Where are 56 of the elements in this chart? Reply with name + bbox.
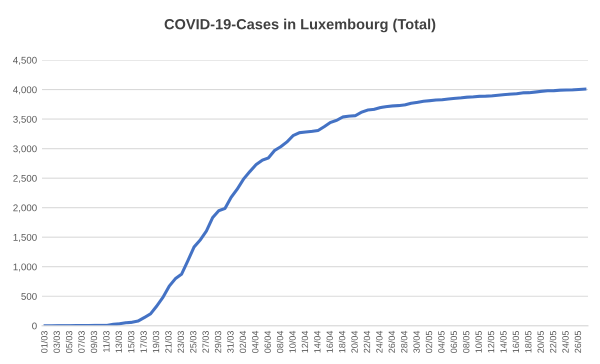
y-tick-label: 1,500 [14,234,37,242]
y-tick-label: 1,000 [14,263,37,272]
x-tick-label: 24/05 [562,331,569,353]
line-series [44,88,586,326]
x-tick-label: 26/05 [574,331,582,353]
x-tick-label: 10/04 [289,330,296,353]
x-tick-label: 05/03 [66,331,72,353]
y-tick-label: 0 [32,322,37,330]
x-tick-label: 20/05 [537,331,544,353]
x-tick-label: 01/03 [40,331,48,353]
x-tick-label: 20/04 [351,330,358,353]
x-tick-label: 28/04 [400,330,408,353]
x-tick-label: 08/05 [462,331,470,353]
x-tick-label: 10/05 [475,331,482,353]
x-tick-label: 19/03 [152,331,160,353]
x-tick-label: 18/05 [524,331,532,353]
x-tick-label: 25/03 [190,331,196,353]
x-tick-label: 17/03 [140,331,147,353]
x-tick-label: 29/03 [214,331,222,353]
x-tick-label: 12/05 [488,331,494,353]
x-tick-label: 13/03 [115,331,122,353]
x-tick-label: 11/03 [102,331,110,352]
x-tick-label: 15/03 [128,331,134,353]
x-tick-label: 22/05 [550,331,556,353]
x-tick-label: 14/04 [314,330,321,353]
y-tick-label: 500 [21,292,37,300]
x-tick-label: 09/03 [90,331,98,353]
x-tick-label: 03/03 [53,331,60,353]
x-tick-label: 02/05 [426,331,432,353]
x-tick-label: 12/04 [301,330,308,353]
x-tick-label: 14/05 [500,331,507,353]
x-tick-label: 04/05 [438,331,445,353]
x-tick-label: 31/03 [227,331,234,353]
y-tick-label: 4,500 [13,56,37,65]
y-tick-label: 3,500 [13,116,37,124]
x-tick-label: 02/04 [239,330,246,353]
x-tick-label: 16/04 [326,330,333,353]
x-tick-label: 18/04 [338,330,346,353]
x-tick-label: 27/03 [202,331,209,353]
x-tick-label: 22/04 [364,330,370,353]
x-tick-label: 30/04 [413,330,420,353]
x-tick-label: 26/04 [388,330,395,353]
x-tick-label: 24/04 [376,330,383,353]
x-tick-label: 08/04 [276,330,284,353]
x-tick-label: 21/03 [164,331,172,353]
y-tick-label: 2,000 [13,204,37,212]
x-tick-label: 23/03 [177,331,184,353]
x-tick-label: 06/05 [450,331,458,353]
y-tick-label: 3,000 [13,145,37,154]
x-tick-label: 16/05 [512,331,520,353]
x-tick-label: 04/04 [252,330,258,353]
chart-title: COVID-19-Cases in Luxembourg (Total) [164,18,436,32]
y-tick-label: 2,500 [13,174,37,183]
y-tick-label: 4,000 [13,86,37,94]
x-tick-label: 06/04 [264,330,271,353]
x-tick-label: 07/03 [78,331,85,353]
